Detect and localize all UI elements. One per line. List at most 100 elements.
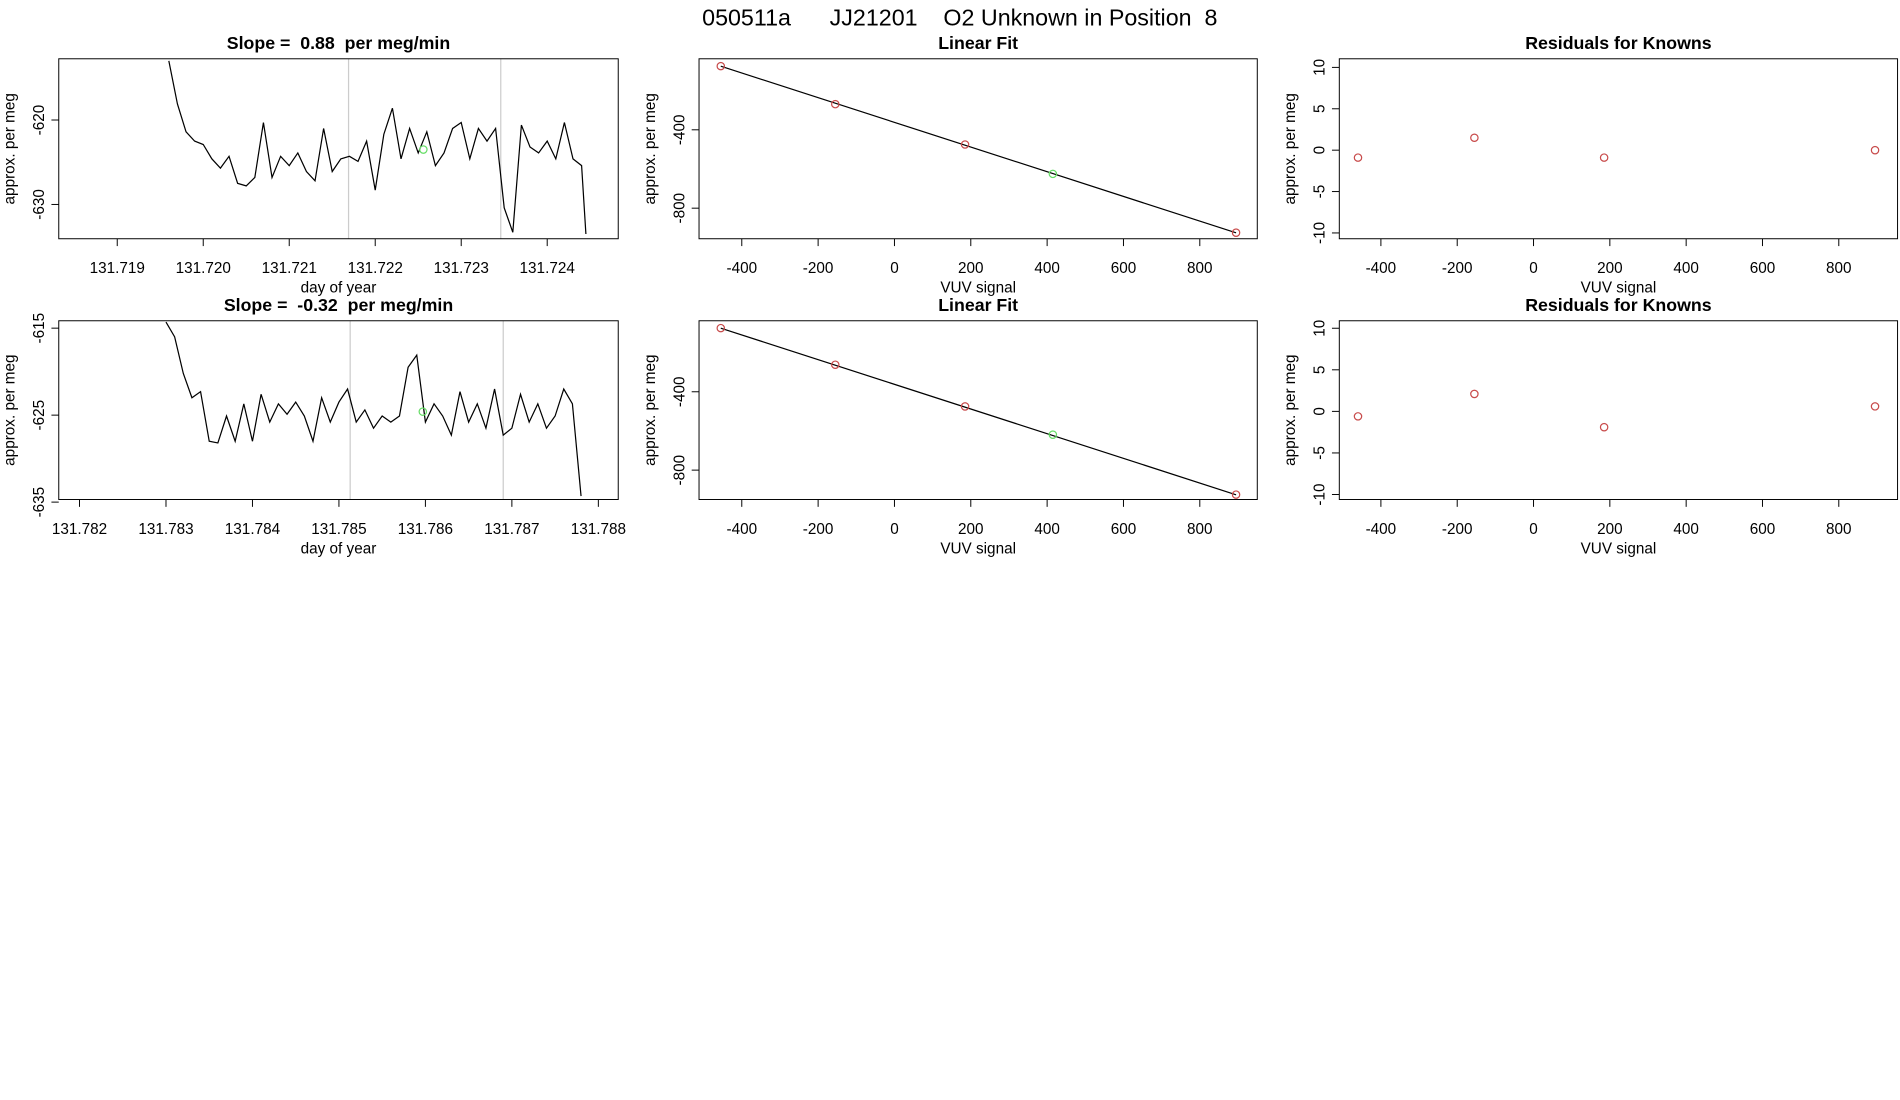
data-point	[831, 360, 840, 370]
data-point	[960, 402, 970, 411]
x-tick-label: 400	[1673, 260, 1699, 277]
plot-frame	[58, 58, 619, 240]
data-point	[1353, 412, 1363, 421]
data-point	[1599, 153, 1609, 162]
data-point	[1470, 389, 1479, 399]
plot-frame	[58, 320, 619, 500]
data-point	[1353, 153, 1363, 162]
y-tick-label: -630	[31, 189, 48, 220]
x-tick-label: 200	[1597, 260, 1623, 277]
x-tick-label: 131.720	[176, 260, 231, 277]
plot-area	[168, 58, 587, 239]
panel-title: Residuals for Knowns	[1525, 295, 1712, 315]
x-axis-label: day of year	[301, 540, 377, 557]
y-axis-label: approx. per meg	[1282, 354, 1299, 465]
y-tick-label: 10	[1312, 320, 1329, 337]
x-tick-label: 131.722	[348, 260, 403, 277]
data-line	[168, 60, 587, 235]
data-point	[1470, 133, 1479, 143]
y-tick-label: -10	[1312, 483, 1329, 505]
y-axis-label: approx. per meg	[1282, 93, 1299, 204]
x-tick-label: -200	[803, 260, 834, 277]
x-tick-label: -200	[803, 521, 834, 538]
x-tick-label: -400	[1366, 260, 1397, 277]
x-tick-label: 131.788	[571, 521, 626, 538]
x-tick-label: 400	[1034, 521, 1060, 538]
x-tick-label: 200	[958, 521, 984, 538]
plot-area	[716, 61, 1241, 237]
y-tick-label: -625	[31, 400, 48, 431]
y-tick-label: -5	[1312, 446, 1329, 460]
panel-title: Slope = 0.88 per meg/min	[227, 33, 450, 53]
data-point	[716, 61, 726, 71]
x-tick-label: 600	[1111, 521, 1137, 538]
data-line	[165, 321, 582, 497]
y-axis-label: approx. per meg	[642, 93, 659, 204]
x-tick-label: -400	[726, 521, 757, 538]
x-tick-label: 600	[1750, 521, 1776, 538]
x-tick-label: 0	[890, 260, 899, 277]
y-tick-label: 5	[1312, 105, 1329, 114]
x-tick-label: 131.724	[520, 260, 576, 277]
data-point	[1599, 422, 1609, 432]
panel-title: Linear Fit	[938, 33, 1018, 53]
data-point	[1870, 402, 1880, 411]
x-tick-label: 0	[890, 521, 899, 538]
y-tick-label: 10	[1312, 59, 1329, 76]
x-tick-label: 200	[958, 260, 984, 277]
x-tick-label: 0	[1529, 521, 1538, 538]
x-tick-label: 0	[1529, 260, 1538, 277]
data-point	[1231, 228, 1241, 237]
plot-frame	[698, 320, 1258, 500]
x-tick-label: 200	[1597, 521, 1623, 538]
y-tick-label: 0	[1312, 407, 1329, 416]
y-tick-label: -5	[1312, 185, 1329, 199]
panel-title: Linear Fit	[938, 295, 1018, 315]
x-tick-label: -400	[1366, 521, 1397, 538]
plot-frame	[1338, 58, 1899, 240]
y-tick-label: -620	[31, 105, 48, 136]
y-axis-label: approx. per meg	[2, 354, 19, 465]
x-tick-label: 131.782	[52, 521, 107, 538]
x-tick-label: 131.784	[225, 521, 281, 538]
data-point	[1870, 145, 1880, 155]
y-tick-label: 5	[1312, 366, 1329, 375]
y-tick-label: 0	[1312, 146, 1329, 155]
plot-area	[716, 323, 1241, 499]
y-tick-label: -800	[671, 455, 688, 486]
x-tick-label: 400	[1034, 260, 1060, 277]
plot-area	[165, 320, 582, 500]
y-tick-label: -10	[1312, 222, 1329, 244]
x-axis-label: VUV signal	[940, 280, 1016, 297]
main-title: 050511a JJ21201 O2 Unknown in Position 8	[702, 5, 1217, 31]
data-point	[1048, 430, 1058, 439]
data-point	[1231, 490, 1241, 499]
panel-title: Residuals for Knowns	[1525, 33, 1712, 53]
data-point	[960, 140, 970, 149]
x-tick-label: 131.786	[398, 521, 453, 538]
x-axis-label: day of year	[301, 280, 377, 297]
x-tick-label: 400	[1673, 521, 1699, 538]
x-tick-label: 600	[1111, 260, 1137, 277]
x-tick-label: 800	[1187, 521, 1213, 538]
data-point	[716, 323, 726, 333]
panel: Slope = -0.32 per meg/min day of year appr…	[2, 295, 626, 557]
y-axis-label: approx. per meg	[2, 93, 19, 204]
x-tick-label: 131.721	[262, 260, 317, 277]
y-tick-label: -400	[671, 376, 688, 407]
plot-area	[1353, 133, 1880, 162]
x-tick-label: 131.785	[311, 521, 366, 538]
x-tick-label: 131.719	[90, 260, 145, 277]
y-tick-label: -635	[31, 487, 48, 518]
x-tick-label: 800	[1826, 260, 1852, 277]
highlight-point	[418, 407, 428, 416]
y-axis-label: approx. per meg	[642, 354, 659, 465]
x-tick-label: 600	[1750, 260, 1776, 277]
x-tick-label: 131.723	[434, 260, 489, 277]
plot-frame	[1338, 320, 1899, 500]
panel: Linear Fit VUV signal approx. per meg -400 -…	[642, 295, 1258, 557]
x-tick-label: 131.787	[484, 521, 539, 538]
x-tick-label: 800	[1187, 260, 1213, 277]
